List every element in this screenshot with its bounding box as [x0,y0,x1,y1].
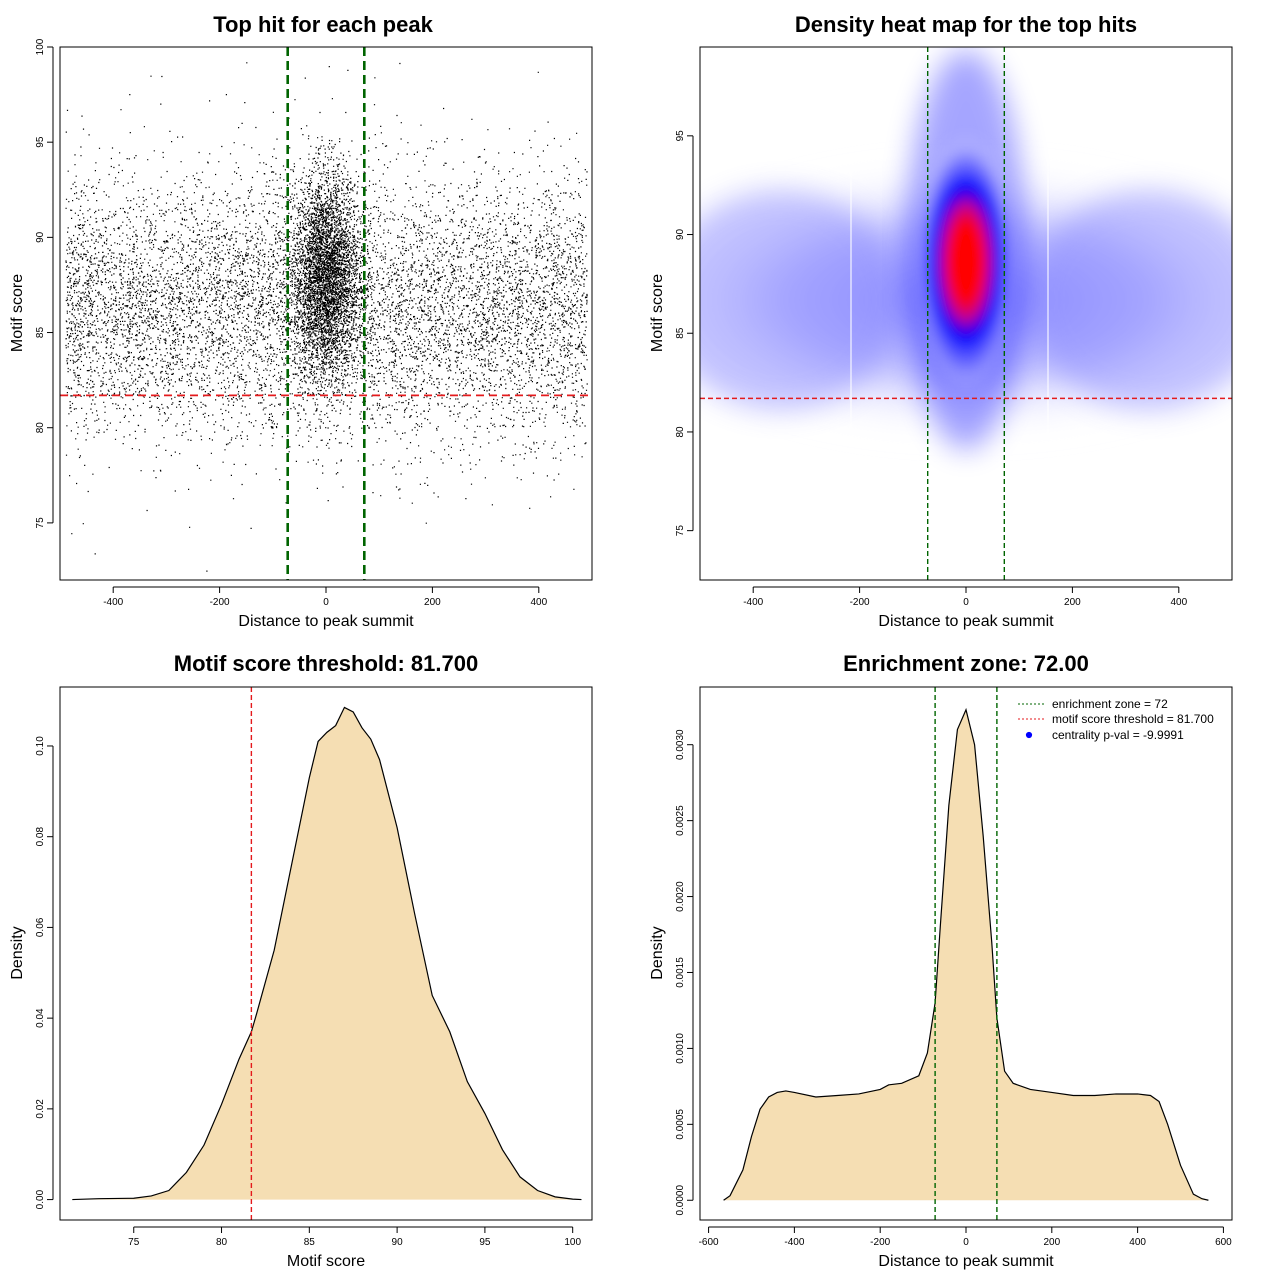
chart-title: Enrichment zone: 72.00 [843,651,1089,676]
x-tick-label: 0 [963,597,969,608]
axes: -600 -400 -200 0 200 400 600 0.0000 0.0005 0.0010… [675,729,1232,1248]
x-tick-label: 0 [323,597,329,608]
legend: enrichment zone = 72 motif score thresho… [1018,697,1214,742]
y-tick-label: 0.0010 [675,1033,686,1064]
heatmap-panel: Density heat map for the top hits Distan… [649,12,1233,630]
distance-density-panel: Enrichment zone: 72.00 Distance to peak … [649,651,1233,1270]
x-tick-label: -200 [870,1237,890,1248]
density-area [723,709,1209,1201]
plot-frame [699,46,1233,581]
legend-pval-swatch [1025,731,1033,739]
chart-title: Density heat map for the top hits [795,12,1137,37]
density-curve [723,707,1209,1201]
density-line [723,707,1209,1201]
density-area [72,707,582,1200]
x-tick-label: 400 [1129,1237,1146,1248]
axes: -400 -200 0 200 400 75 80 85 90 95 [675,130,1188,608]
x-axis-label: Motif score [287,1253,365,1270]
chart-title: Motif score threshold: 81.700 [174,651,478,676]
y-tick-label: 90 [35,231,46,243]
y-tick-label: 0.0015 [675,957,686,988]
axes: 75 80 85 90 95 100 0.00 0.02 0.04 0.06 0.08 0.10 [35,736,581,1248]
density-peak [914,134,1018,390]
x-tick-label: 95 [479,1237,491,1248]
y-tick-label: 0.06 [35,917,46,937]
scatter-point-cloud [65,62,588,572]
y-tick-label: 0.02 [35,1099,46,1119]
x-tick-label: 85 [304,1237,316,1248]
y-tick-label: 0.08 [35,827,46,847]
plot-frame [699,686,1233,1221]
x-tick-label: 80 [216,1237,228,1248]
y-tick-label: 90 [675,229,686,241]
y-tick-label: 80 [35,422,46,434]
x-tick-label: -400 [743,597,763,608]
x-tick-label: 400 [530,597,547,608]
y-tick-label: 95 [35,136,46,148]
reference-lines [60,47,592,580]
x-tick-label: -200 [210,597,230,608]
x-tick-label: -200 [850,597,870,608]
x-tick-label: -400 [103,597,123,608]
y-tick-label: 85 [675,327,686,339]
y-tick-label: 0.00 [35,1189,46,1209]
y-tick-label: 80 [675,426,686,438]
x-tick-label: 200 [1064,597,1081,608]
scatter-points [65,62,588,572]
density-line [72,706,582,1201]
chart-title: Top hit for each peak [213,12,433,37]
x-axis-label: Distance to peak summit [878,1253,1054,1270]
density-left-lobe [700,190,900,410]
scatter-panel: Top hit for each peak Distance to peak s… [9,12,593,630]
x-tick-label: -600 [699,1237,719,1248]
legend-label: motif score threshold = 81.700 [1052,712,1214,726]
y-tick-label: 0.04 [35,1008,46,1028]
y-tick-label: 0.0025 [675,805,686,836]
x-tick-label: 200 [1043,1237,1060,1248]
plot-frame [59,686,593,1221]
y-axis-label: Density [649,926,666,979]
x-tick-label: 90 [392,1237,404,1248]
x-axis-label: Distance to peak summit [878,613,1054,630]
reference-lines [934,687,998,1220]
x-tick-label: 75 [128,1237,140,1248]
density-curve [72,706,582,1201]
density-right-lobe [1030,190,1232,410]
x-tick-label: -400 [784,1237,804,1248]
x-tick-label: 100 [564,1237,581,1248]
legend-label: enrichment zone = 72 [1052,697,1168,711]
x-tick-label: 600 [1215,1237,1232,1248]
y-tick-label: 75 [35,517,46,529]
x-tick-label: 200 [424,597,441,608]
density-field [700,50,1232,460]
y-axis-label: Motif score [649,274,666,352]
y-tick-label: 0.0020 [675,881,686,912]
x-tick-label: 0 [963,1237,969,1248]
y-tick-label: 0.10 [35,736,46,756]
y-tick-label: 0.0030 [675,729,686,760]
y-tick-label: 85 [35,327,46,339]
x-axis-label: Distance to peak summit [238,613,414,630]
y-axis-label: Motif score [9,274,26,352]
legend-label: centrality p-val = -9.9991 [1052,728,1184,742]
reference-lines [700,47,1232,580]
y-tick-label: 100 [35,38,46,55]
plot-frame [59,46,593,581]
score-density-panel: Motif score threshold: 81.700 Motif scor… [9,651,593,1270]
y-tick-label: 0.0000 [675,1185,686,1216]
y-axis-label: Density [9,926,26,979]
y-tick-label: 0.0005 [675,1109,686,1140]
y-tick-label: 75 [675,525,686,537]
x-tick-label: 400 [1170,597,1187,608]
axes: -400 -200 0 200 400 75 80 85 90 95 100 [35,38,548,608]
y-tick-label: 95 [675,130,686,142]
